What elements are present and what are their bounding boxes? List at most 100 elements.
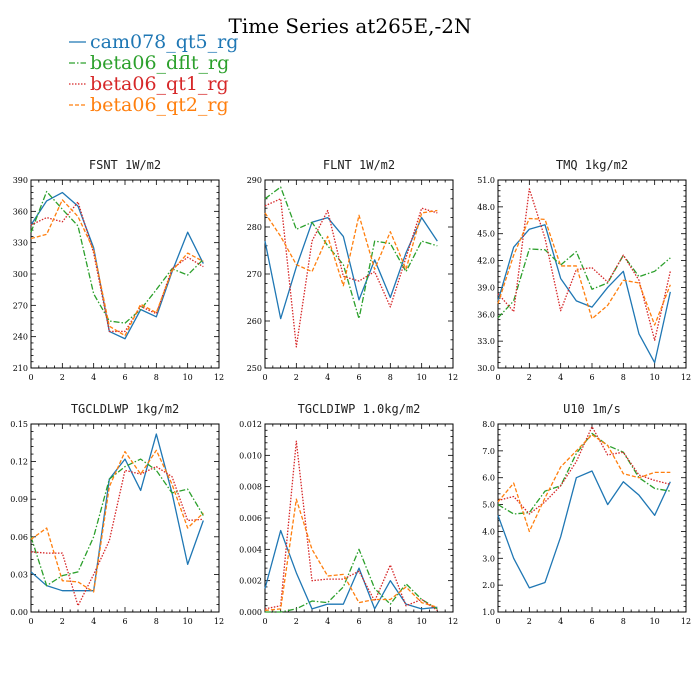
- y-tick-label: 1.0: [482, 608, 495, 617]
- y-tick-label: 390: [13, 176, 28, 185]
- x-tick-label: 8: [388, 373, 393, 382]
- legend-label-beta06_qt2_rg: beta06_qt2_rg: [90, 94, 229, 116]
- series-line-cam078_qt5_rg: [30, 433, 204, 592]
- y-tick-label: 330: [13, 239, 28, 248]
- series-line-beta06_dflt_rg: [497, 248, 671, 319]
- panel-5: U10 1m/s 0 2 4 6 8 10 12 1.0 2.0 3.0 4.0 5.0 6.0 7.0 8.…: [482, 402, 691, 626]
- x-tick-label: 6: [356, 373, 361, 382]
- series-line-cam078_qt5_rg: [30, 191, 204, 340]
- series-line-cam078_qt5_rg: [264, 216, 438, 320]
- y-tick-label: 290: [247, 176, 262, 185]
- x-tick-label: 0: [262, 617, 267, 626]
- series-line-beta06_qt1_rg: [497, 188, 671, 341]
- plot-frame: [264, 423, 454, 613]
- series-line-beta06_qt1_rg: [30, 465, 204, 607]
- y-tick-label: 250: [247, 364, 262, 373]
- y-tick-label: 0.002: [239, 577, 262, 586]
- panel-title: U10 1m/s: [563, 402, 621, 416]
- y-tick-label: 240: [13, 333, 28, 342]
- panel-title: TGCLDIWP 1.0kg/m2: [298, 402, 421, 416]
- plot-frame: [497, 423, 687, 613]
- y-tick-label: 0.006: [239, 514, 262, 523]
- y-tick-label: 0.06: [10, 533, 28, 542]
- series-line-beta06_dflt_rg: [497, 432, 671, 515]
- y-tick-label: 0.004: [239, 545, 262, 554]
- x-tick-label: 2: [527, 373, 532, 382]
- y-tick-label: 0.15: [10, 420, 28, 429]
- series-line-beta06_qt1_rg: [497, 426, 671, 515]
- y-tick-label: 36.0: [477, 310, 495, 319]
- panel-0: FSNT 1W/m2 0 2 4 6 8 10 12 210 240 270 300 330 360 390: [13, 158, 224, 382]
- panel-title: TMQ 1kg/m2: [556, 158, 628, 172]
- y-tick-label: 0.008: [239, 483, 262, 492]
- y-tick-label: 39.0: [477, 283, 495, 292]
- y-tick-label: 270: [13, 301, 28, 310]
- figure-title: Time Series at265E,-2N: [229, 14, 472, 38]
- x-tick-label: 6: [589, 373, 594, 382]
- series-line-beta06_qt1_rg: [30, 201, 204, 333]
- y-tick-label: 0.09: [10, 495, 28, 504]
- x-tick-label: 10: [183, 373, 193, 382]
- series-line-beta06_qt2_rg: [30, 449, 204, 593]
- x-tick-label: 2: [294, 617, 299, 626]
- legend: cam078_qt5_rgbeta06_dflt_rgbeta06_qt1_rg…: [69, 31, 238, 116]
- y-tick-label: 0.000: [239, 608, 262, 617]
- panel-4: TGCLDIWP 1.0kg/m2 0 2 4 6 8 10 12 0.000 0.002 0.00…: [239, 402, 458, 626]
- y-tick-label: 3.0: [482, 554, 495, 563]
- y-tick-label: 48.0: [477, 203, 495, 212]
- y-tick-label: 0.010: [239, 451, 262, 460]
- x-tick-label: 6: [122, 617, 127, 626]
- panels: FSNT 1W/m20 2 4 6 8 10 12210240270300330360390…: [10, 158, 691, 626]
- y-tick-label: 6.0: [482, 474, 495, 483]
- x-tick-label: 12: [214, 373, 224, 382]
- series-line-beta06_qt2_rg: [497, 434, 671, 533]
- series-line-cam078_qt5_rg: [497, 224, 671, 364]
- x-tick-label: 10: [183, 617, 193, 626]
- x-tick-label: 4: [558, 617, 563, 626]
- x-tick-label: 0: [28, 617, 33, 626]
- y-tick-label: 260: [247, 317, 262, 326]
- legend-label-beta06_dflt_rg: beta06_dflt_rg: [90, 52, 229, 74]
- x-tick-label: 0: [495, 373, 500, 382]
- series-line-beta06_qt2_rg: [497, 217, 671, 326]
- panel-2: TMQ 1kg/m2 0 2 4 6 8 10 12 30.0 33.0 36.0 39.0 42.0 4…: [477, 158, 691, 382]
- x-tick-label: 4: [325, 373, 330, 382]
- y-tick-label: 300: [13, 270, 28, 279]
- y-tick-label: 2.0: [482, 581, 495, 590]
- x-tick-label: 12: [214, 617, 224, 626]
- x-tick-label: 2: [60, 617, 65, 626]
- y-tick-label: 280: [247, 223, 262, 232]
- panel-1: FLNT 1W/m2 0 2 4 6 8 10 12 250 260 270 280 290: [247, 158, 458, 382]
- x-tick-label: 10: [650, 617, 660, 626]
- y-tick-label: 33.0: [477, 337, 495, 346]
- y-tick-label: 210: [13, 364, 28, 373]
- y-tick-label: 0.012: [239, 420, 262, 429]
- x-tick-label: 0: [495, 617, 500, 626]
- y-tick-label: 360: [13, 207, 28, 216]
- y-tick-label: 270: [247, 270, 262, 279]
- legend-label-cam078_qt5_rg: cam078_qt5_rg: [90, 31, 238, 53]
- x-tick-label: 10: [417, 373, 427, 382]
- y-tick-label: 0.12: [10, 458, 28, 467]
- x-tick-label: 0: [262, 373, 267, 382]
- series-line-beta06_qt1_rg: [264, 440, 438, 611]
- series-line-beta06_dflt_rg: [30, 190, 204, 324]
- legend-label-beta06_qt1_rg: beta06_qt1_rg: [90, 73, 229, 95]
- x-tick-label: 2: [60, 373, 65, 382]
- x-tick-label: 12: [448, 617, 458, 626]
- series-line-beta06_dflt_rg: [30, 458, 204, 587]
- plot-frame: [497, 179, 687, 369]
- panel-title: FSNT 1W/m2: [89, 158, 161, 172]
- x-tick-label: 6: [122, 373, 127, 382]
- panel-3: TGCLDLWP 1kg/m2 0 2 4 6 8 10 12 0.00 0.03 0.06 0.09…: [10, 402, 224, 626]
- series-line-beta06_qt2_rg: [30, 199, 204, 337]
- y-tick-label: 4.0: [482, 527, 495, 536]
- series-line-cam078_qt5_rg: [497, 470, 671, 589]
- panel-title: FLNT 1W/m2: [323, 158, 395, 172]
- x-tick-label: 12: [448, 373, 458, 382]
- y-tick-label: 30.0: [477, 364, 495, 373]
- series-line-beta06_dflt_rg: [265, 548, 438, 613]
- y-tick-label: 5.0: [482, 501, 495, 510]
- y-tick-label: 45.0: [477, 230, 495, 239]
